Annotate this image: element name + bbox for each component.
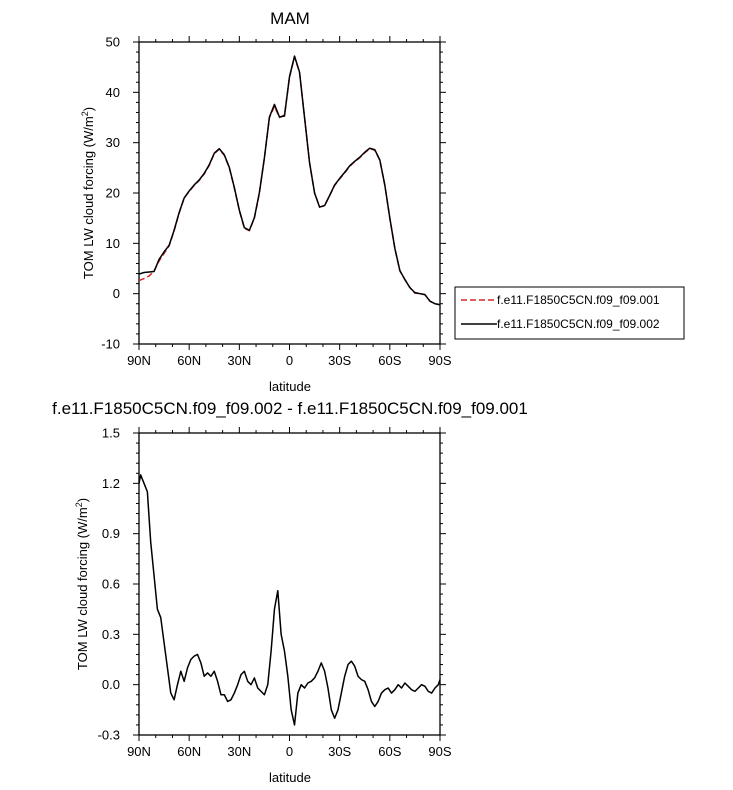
legend-label-series-1: f.e11.F1850C5CN.f09_f09.001: [497, 293, 660, 307]
legend-label-series-2: f.e11.F1850C5CN.f09_f09.002: [497, 317, 660, 331]
bottom-y-tick-label: 0.9: [102, 526, 120, 541]
bottom-chart-title: f.e11.F1850C5CN.f09_f09.002 - f.e11.F185…: [52, 399, 528, 418]
top-x-tick-label: 60S: [378, 353, 401, 368]
bottom-x-tick-label: 30S: [328, 744, 351, 759]
top-y-tick-label: 40: [106, 85, 120, 100]
top-y-tick-labels: -10 0 10 20 30 40 50: [101, 35, 120, 352]
bottom-x-tick-label: 0: [286, 744, 293, 759]
bottom-panel: f.e11.F1850C5CN.f09_f09.002 - f.e11.F185…: [52, 399, 528, 785]
bottom-y-axis-label-tail: ): [75, 498, 90, 502]
bottom-y-tick-label: 0.6: [102, 577, 120, 592]
top-x-tick-label: 90N: [127, 353, 151, 368]
bottom-y-axis-label: TOM LW cloud forcing (W/m2): [74, 498, 90, 670]
bottom-y-tick-label: 0.3: [102, 627, 120, 642]
top-x-tick-label: 30S: [328, 353, 351, 368]
top-x-axis-label: latitude: [269, 379, 311, 394]
top-series-line-1: [138, 56, 441, 306]
top-x-tick-label: 60N: [177, 353, 201, 368]
top-series-line-2: [138, 55, 441, 306]
top-x-tick-label: 0: [286, 353, 293, 368]
top-series: [138, 55, 441, 306]
top-x-tick-label: 90S: [428, 353, 451, 368]
bottom-y-tick-label: -0.3: [98, 728, 120, 743]
bottom-y-tick-label: 0.0: [102, 677, 120, 692]
bottom-y-axis-label-sup: 2: [74, 502, 84, 507]
top-plot-frame: [138, 41, 441, 345]
top-x-tick-label: 30N: [227, 353, 251, 368]
bottom-x-tick-label: 90S: [428, 744, 451, 759]
bottom-x-tick-labels: 90N 60N 30N 0 30S 60S 90S: [127, 744, 452, 759]
legend-box: [454, 286, 685, 340]
bottom-series: [138, 474, 441, 726]
top-y-tick-label: -10: [101, 337, 120, 352]
bottom-y-axis-label-main: TOM LW cloud forcing (W/m: [75, 507, 90, 670]
bottom-x-tick-label: 60N: [177, 744, 201, 759]
top-axis-ticks: [133, 36, 446, 350]
top-y-axis-label-main: TOM LW cloud forcing (W/m: [81, 116, 96, 279]
bottom-x-tick-label: 30N: [227, 744, 251, 759]
bottom-x-tick-label: 90N: [127, 744, 151, 759]
top-y-tick-label: 50: [106, 35, 120, 50]
top-y-axis-label-tail: ): [81, 107, 96, 111]
top-chart-title: MAM: [270, 9, 310, 28]
top-panel: MAM 90N 60N 30N 0 30S 60S 90S -10 0 10 20 30 40 50 l…: [80, 9, 452, 394]
bottom-y-tick-label: 1.2: [102, 476, 120, 491]
bottom-y-tick-label: 1.5: [102, 426, 120, 441]
top-y-axis-label: TOM LW cloud forcing (W/m2): [80, 107, 96, 279]
bottom-axis-ticks: [133, 427, 446, 741]
top-y-tick-label: 20: [106, 186, 120, 201]
bottom-series-line-1: [138, 474, 441, 726]
bottom-x-axis-label: latitude: [269, 770, 311, 785]
top-y-tick-label: 10: [106, 236, 120, 251]
top-y-axis-label-sup: 2: [80, 111, 90, 116]
top-y-tick-label: 30: [106, 135, 120, 150]
bottom-y-tick-labels: -0.3 0.0 0.3 0.6 0.9 1.2 1.5: [98, 426, 120, 743]
top-y-tick-label: 0: [113, 286, 120, 301]
top-x-tick-labels: 90N 60N 30N 0 30S 60S 90S: [127, 353, 452, 368]
bottom-x-tick-label: 60S: [378, 744, 401, 759]
legend: f.e11.F1850C5CN.f09_f09.001 f.e11.F1850C…: [454, 286, 685, 340]
